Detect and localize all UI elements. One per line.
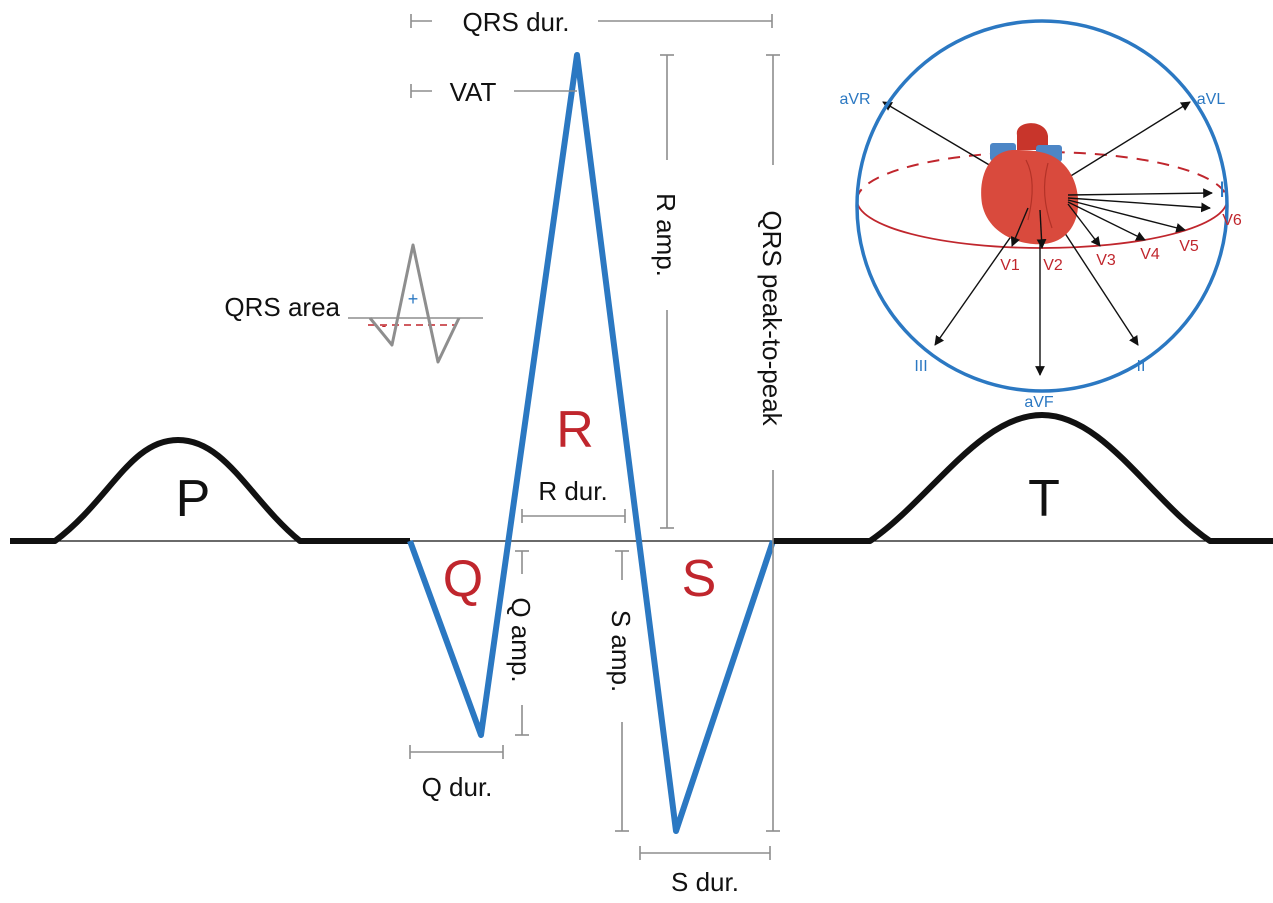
vat-label: VAT: [450, 77, 497, 107]
s-dur-bracket: [639, 846, 771, 860]
r-dur-bracket: [521, 509, 626, 523]
v1-arrow: [1010, 207, 1029, 247]
r-wave-label: R: [556, 401, 594, 459]
s-amp-label: S amp.: [606, 610, 636, 692]
q-wave-label: Q: [443, 550, 483, 608]
v6-arrow: [1067, 197, 1211, 213]
lead-v5-label: V5: [1179, 238, 1199, 255]
qrs-dur-bracket: [410, 14, 773, 28]
q-dur-bracket: [409, 745, 504, 759]
s-dur-label: S dur.: [671, 867, 739, 897]
r-amp-bracket: [660, 54, 674, 529]
lead-sphere: aVR aVL I V6 V5 V4 V3 V2 V1 III aVF II: [839, 19, 1242, 411]
p-wave-label: P: [176, 470, 211, 528]
qrs-area-minus: -: [382, 317, 387, 333]
r-dur-label: R dur.: [538, 476, 607, 506]
qrs-dur-label: QRS dur.: [463, 7, 570, 37]
lead-v1-label: V1: [1000, 257, 1020, 274]
lead-avf-label: aVF: [1024, 394, 1054, 411]
heart-illustration: [981, 123, 1079, 245]
q-amp-bracket: [515, 550, 529, 736]
v2-arrow: [1036, 209, 1047, 249]
qrs-area-mini-complex: [368, 243, 461, 364]
qrs-area-label: QRS area: [224, 292, 340, 322]
qrs-area-inset: QRS area + -: [224, 243, 483, 364]
lead-i-label: I: [1219, 177, 1225, 202]
lead-v2-label: V2: [1043, 257, 1063, 274]
lead-v4-label: V4: [1140, 246, 1160, 263]
q-dur-label: Q dur.: [422, 772, 493, 802]
lead-avr-label: aVR: [839, 91, 870, 108]
lead-v6-label: V6: [1222, 212, 1242, 229]
lead-v3-label: V3: [1096, 252, 1116, 269]
qrs-peak-to-peak-bracket: [766, 54, 780, 832]
lead-ii-label: II: [1137, 358, 1146, 375]
t-wave-label: T: [1028, 470, 1060, 528]
i-arrow: [1067, 188, 1213, 199]
v3-arrow: [1067, 203, 1101, 247]
s-wave-label: S: [682, 550, 717, 608]
lead-avl-label: aVL: [1197, 91, 1226, 108]
q-amp-label: Q amp.: [506, 597, 536, 682]
t-wave: [773, 412, 1273, 544]
vat-bracket: [410, 84, 577, 98]
s-amp-bracket: [615, 550, 629, 832]
r-amp-label: R amp.: [651, 193, 681, 277]
sphere-outline: [855, 19, 1229, 393]
v4-arrow: [1067, 201, 1146, 241]
p-wave: [10, 437, 410, 544]
qrs-peak-to-peak-label: QRS peak-to-peak: [757, 210, 787, 426]
qrs-complex: [407, 52, 776, 834]
v5-arrow: [1067, 199, 1186, 233]
qrs-area-plus: +: [408, 289, 419, 309]
lead-iii-label: III: [914, 358, 927, 375]
